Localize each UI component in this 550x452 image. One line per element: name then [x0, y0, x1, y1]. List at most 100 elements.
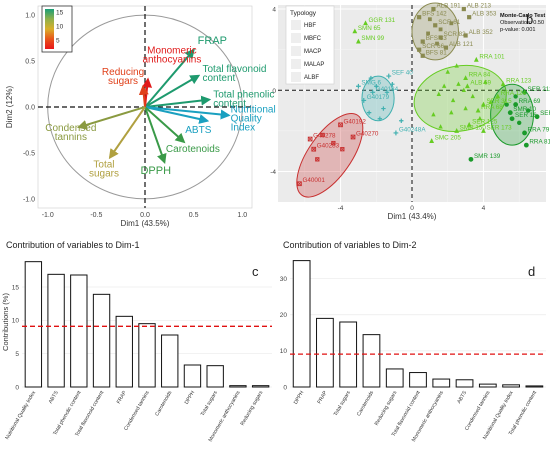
point-rra-69 [513, 102, 519, 107]
point-malap [390, 82, 395, 87]
panel-c-y-axis-label: Contributions (%) [1, 293, 10, 351]
panel-a-y-tick-label: 0.5 [25, 59, 35, 66]
point-alb-191 [431, 6, 436, 12]
vector-reducing-sugars [138, 84, 149, 108]
point-scr-66 [417, 47, 422, 52]
panel-c-y-tick-label: 10 [12, 318, 20, 325]
monte-carlo-line: Observation: 0.50 [500, 20, 544, 26]
point-mbfc [436, 91, 441, 97]
point-label-rra-123: RRA 123 [506, 78, 532, 85]
point-albf [331, 140, 336, 146]
point-label-alb-191: ALB 191 [436, 3, 461, 10]
vector-carotenoids [144, 106, 186, 144]
point-mbfc [488, 99, 493, 105]
point-ser-16 [509, 116, 515, 122]
point-mbfc [441, 83, 447, 88]
bar-nutritional-quality-index [24, 261, 43, 388]
bar-carotenoids [161, 334, 179, 388]
bar-abts [47, 273, 65, 388]
point-albf [320, 132, 325, 138]
point-label-rra-81: RRA 81 [529, 139, 550, 146]
point-malap [366, 110, 372, 115]
point-label-rra-69: RRA 69 [519, 98, 541, 105]
bar-total-phenolic-content [70, 274, 88, 388]
point-hbf [504, 102, 509, 107]
point-mbfc [449, 109, 454, 115]
ellipse-hbf [490, 83, 534, 146]
point-label-g40270: G40270 [356, 131, 379, 138]
panel-d-y-tick-label: 10 [280, 348, 288, 355]
monte-carlo-line: Monte-Carlo Test [500, 13, 545, 19]
point-label-scr-82: SCR 82 [444, 31, 467, 38]
point-label-alb-121: ALB 121 [449, 41, 474, 48]
x-tick-label-carotenoids: Carotenoids [154, 390, 173, 418]
point-ser-173 [481, 128, 486, 133]
point-rra-123 [500, 81, 506, 87]
panel-a-legend-gradient [45, 9, 54, 49]
point-mbfc [445, 69, 450, 74]
point-label-smr-10: SMR 10 [513, 106, 536, 113]
point-malap [368, 75, 374, 81]
point-albf [340, 147, 345, 152]
point-label-g40179: G40179 [367, 94, 390, 101]
point-label-g40192: G40192 [344, 118, 367, 125]
x-tick-label-nutritional-quality-index: Nutritional Quality Index [4, 390, 37, 441]
panel-a-y-tick-label: 1.0 [25, 13, 35, 20]
panel-c-bars [22, 261, 272, 388]
point-mbfc [461, 87, 467, 92]
x-tick-label-condensed-tannins: Condensed tannins [464, 390, 492, 432]
legend-entry-malap: MALAP [304, 62, 324, 68]
bar-frap [115, 315, 133, 388]
point-label-smr-139: SMR 139 [474, 153, 501, 160]
x-tick-label-dpph: DPPH [184, 390, 197, 406]
bar-total-sugars [206, 365, 224, 388]
panel-b-grid [278, 5, 546, 202]
panel-b-y-tick-label: -4 [270, 169, 276, 176]
point-malap [374, 84, 379, 89]
point-g40270 [350, 134, 356, 140]
point-label-smr-150: SMR 150 [460, 124, 487, 131]
vector-nutritional-quality-index [144, 106, 231, 120]
point-mbfc [463, 105, 468, 111]
vector-label-carotenoids: Carotenoids [166, 144, 220, 155]
bar-total-phenolic-content [525, 385, 544, 388]
point-label-ser-213: SER 213 [540, 110, 550, 117]
monte-carlo-line: p-value: 0.001 [500, 27, 535, 33]
point-mbfc [431, 111, 436, 117]
panel-a-x-tick-label: -1.0 [42, 212, 54, 219]
x-tick-label-total-sugars: Total sugars [200, 390, 219, 418]
panel-b-ticks: -4 0 4 -4 0 4 [270, 7, 485, 212]
point-ser-213 [534, 114, 540, 120]
panel-a-legend-tick: 10 [56, 24, 64, 31]
bar-carotenoids [362, 334, 381, 388]
panel-a-y-axis-label: Dim2 (12%) [5, 86, 14, 129]
panel-a-color-legend: 15 10 5 [41, 5, 73, 53]
panel-b-x-tick-label: 4 [482, 205, 486, 212]
point-bfs-81 [420, 53, 425, 58]
point-smn-65 [352, 28, 358, 34]
legend-key-bg [291, 72, 301, 82]
point-hbf [513, 94, 518, 99]
point-alb-69 [464, 83, 470, 89]
x-tick-label-reducing-sugars: Reducing sugars [374, 390, 399, 427]
panel-a-ticks: -1.0 -0.5 0.0 0.5 1.0 -1.0 -0.5 0.0 0.5 1.0 [23, 13, 247, 219]
point-rra-84 [463, 75, 468, 81]
legend-entry-hbf: HBF [304, 23, 316, 29]
bar-dpph [292, 260, 311, 388]
panel-b-x-axis-label: Dim1 (43.4%) [388, 212, 437, 221]
point-smr-139 [468, 156, 474, 162]
panel-b-marks: ALB 191 ALB 213 BFS 142 ALB 353 GGR 131 SCR 6… [293, 3, 550, 187]
panel-a-y-tick-label: -0.5 [23, 150, 35, 157]
point-macp [426, 31, 430, 36]
point-label-ser-315: SER 315 [486, 98, 512, 105]
point-label-smc-205: SMC 205 [435, 135, 462, 142]
panel-b-pca-individuals: b ALB 191 ALB 213 BFS 142 ALB 353 GGR 131 SCR… [270, 2, 550, 221]
panel-b-x-tick-label: -4 [338, 205, 344, 212]
panel-b-legend-box [285, 5, 335, 85]
panel-letter-b: b [526, 12, 533, 27]
point-scr-82 [438, 35, 443, 40]
point-label-ser-212: SER 212 [528, 86, 550, 93]
point-label-g40278: G40278 [313, 133, 336, 140]
